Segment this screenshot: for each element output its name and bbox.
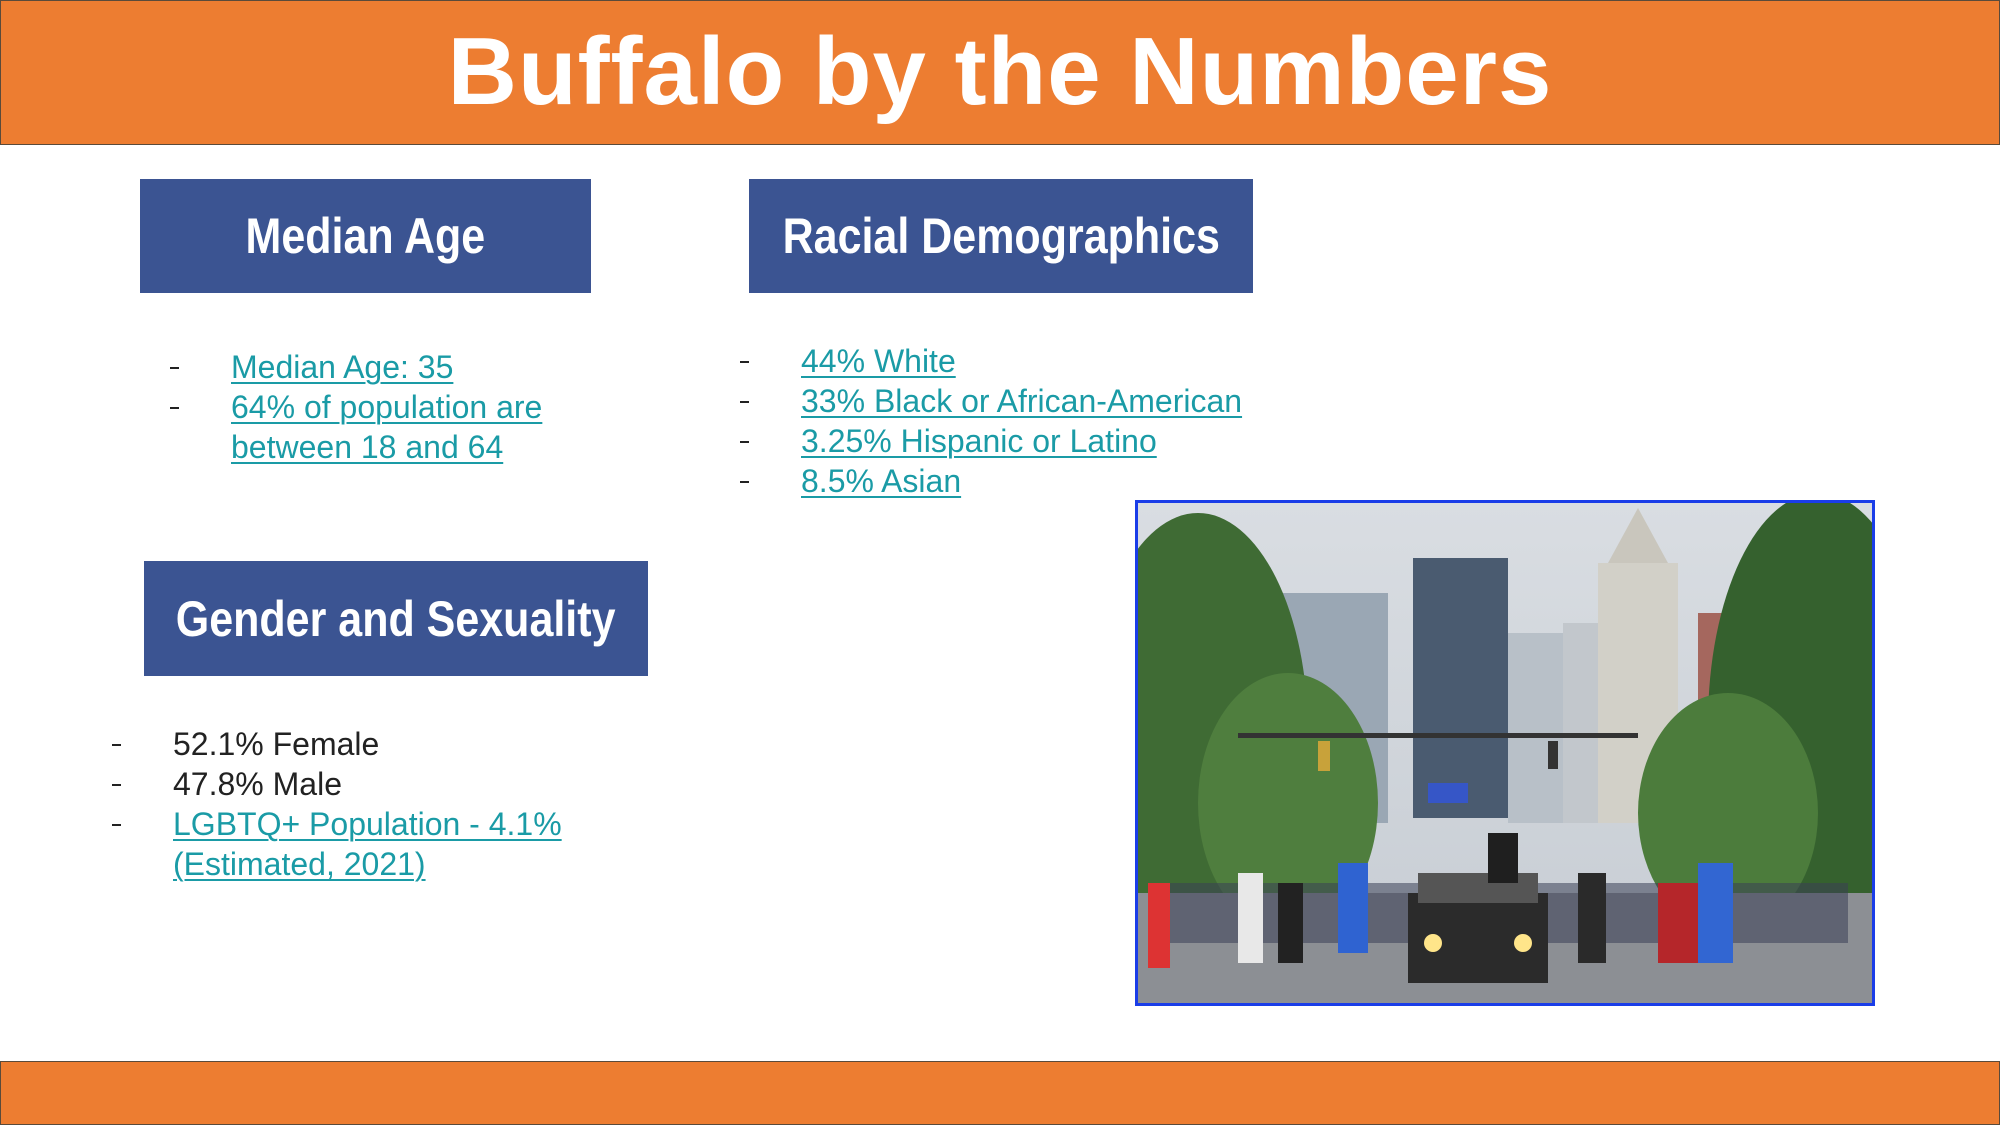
heading-text: Gender and Sexuality <box>176 590 616 647</box>
header-bar <box>0 0 2000 145</box>
item-link[interactable]: 33% Black or African-American <box>801 383 1243 419</box>
bullet-dash <box>170 407 179 409</box>
heading-text: Racial Demographics <box>782 208 1220 264</box>
bullet-dash <box>740 361 749 363</box>
item-link[interactable]: 64% of population are between 18 and 64 <box>231 389 543 465</box>
bullet-item: LGBTQ+ Population - 4.1% (Estimated, 202… <box>112 804 632 884</box>
bullet-dash <box>112 824 121 826</box>
parade-photo <box>1135 500 1875 1006</box>
bullet-dash <box>740 481 749 483</box>
item-link[interactable]: 8.5% Asian <box>801 463 962 499</box>
item-link[interactable]: Median Age: 35 <box>231 349 454 385</box>
item-text: 47.8% Male <box>173 766 342 802</box>
bullet-item: 33% Black or African-American <box>740 381 1380 421</box>
item-link[interactable]: 3.25% Hispanic or Latino <box>801 423 1157 459</box>
section-heading: Median Age <box>140 179 591 293</box>
bullet-item: 3.25% Hispanic or Latino <box>740 421 1380 461</box>
item-link[interactable]: 44% White <box>801 343 956 379</box>
slide-title: Buffalo by the Numbers <box>447 18 1553 125</box>
bullet-dash <box>112 744 121 746</box>
bullet-dash <box>740 401 749 403</box>
item-text: 52.1% Female <box>173 726 380 762</box>
bullet-item: 44% White <box>740 341 1380 381</box>
bullet-list: 52.1% Female 47.8% Male LGBTQ+ Population … <box>112 724 632 884</box>
bullet-dash <box>740 441 749 443</box>
bullet-dash <box>170 367 179 369</box>
bullet-item: 52.1% Female <box>112 724 632 764</box>
bullet-list: Median Age: 35 64% of population are betw… <box>170 347 590 467</box>
bullet-item: Median Age: 35 <box>170 347 590 387</box>
bullet-item: 64% of population are between 18 and 64 <box>170 387 590 467</box>
section-heading: Racial Demographics <box>749 179 1253 293</box>
section-heading: Gender and Sexuality <box>144 561 648 676</box>
heading-text: Median Age <box>245 208 486 264</box>
bullet-dash <box>112 784 121 786</box>
bullet-item: 8.5% Asian <box>740 461 1380 501</box>
footer-bar <box>0 1061 2000 1125</box>
item-link[interactable]: LGBTQ+ Population - 4.1% (Estimated, 202… <box>173 806 562 882</box>
bullet-list: 44% White 33% Black or African-American 3.… <box>740 341 1380 501</box>
bullet-item: 47.8% Male <box>112 764 632 804</box>
